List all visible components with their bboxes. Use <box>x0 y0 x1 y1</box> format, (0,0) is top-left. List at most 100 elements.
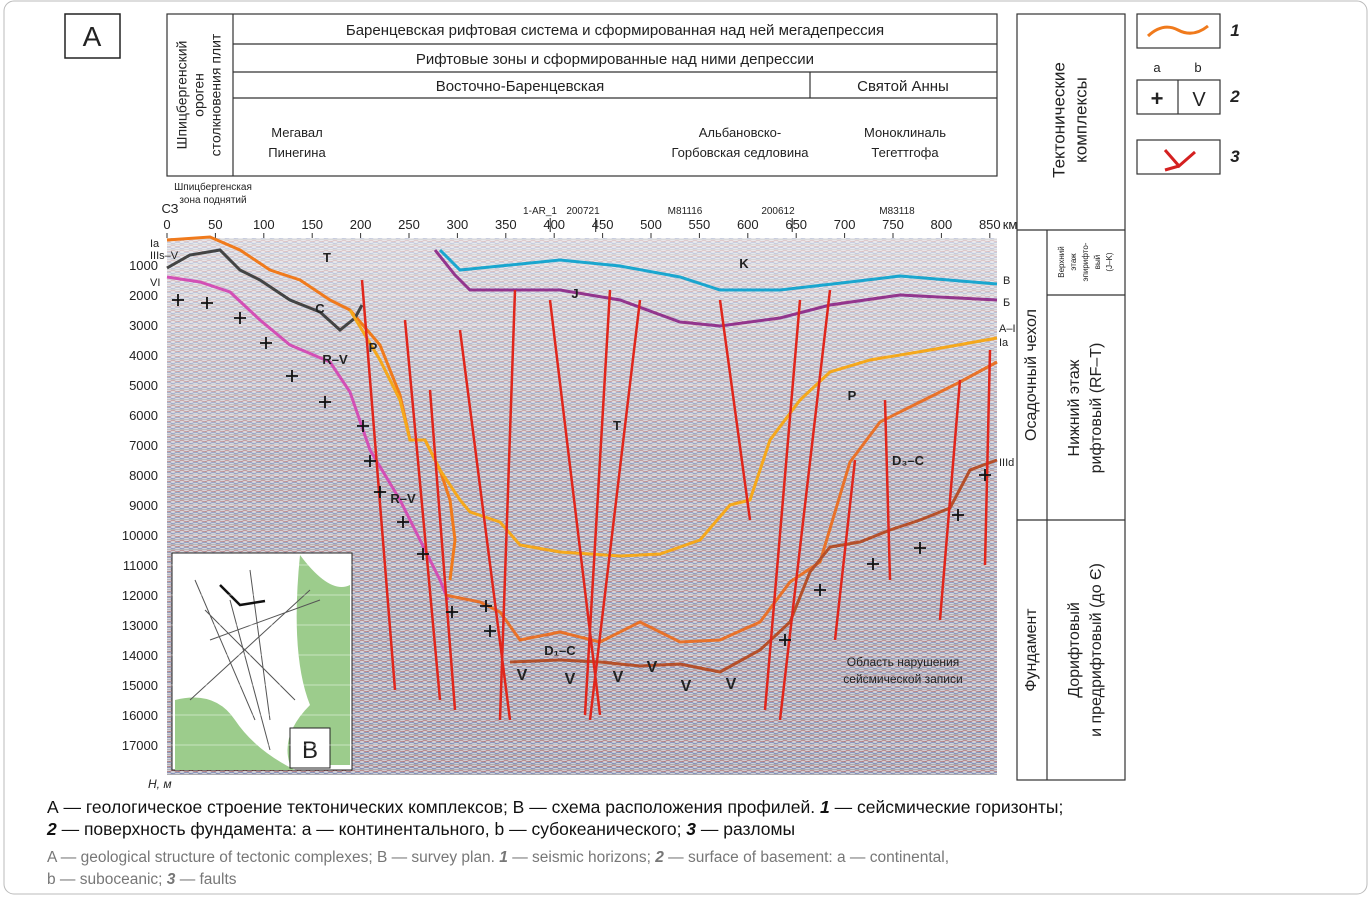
label: Горбовская седловина <box>672 145 810 160</box>
horizon-label: IIIs–V <box>150 250 179 262</box>
x-tick-label: 450 <box>592 217 614 232</box>
caption-part: — surface of basement: a — continental, <box>664 849 949 866</box>
x-tick-label: 150 <box>301 217 323 232</box>
header-row: Святой Анны <box>857 78 949 95</box>
caption-part: 3 <box>686 819 696 839</box>
x-tick-label: 0 <box>163 217 170 232</box>
formation-label: J <box>571 286 578 301</box>
x-tick-label: 250 <box>398 217 420 232</box>
vertical-label: Осадочный чехол <box>1023 309 1040 441</box>
x-tick-label: 600 <box>737 217 759 232</box>
formation-label: V <box>517 667 528 684</box>
direction: СЗ <box>161 201 178 216</box>
label: Моноклиналь <box>864 125 946 140</box>
label: сейсмической записи <box>843 672 962 686</box>
y-tick-label: 14000 <box>122 648 158 663</box>
y-tick-label: 4000 <box>129 348 158 363</box>
x-tick-label: 500 <box>640 217 662 232</box>
y-unit: H, м <box>148 777 172 791</box>
horizon-label: Б <box>1003 297 1010 309</box>
y-tick-label: 8000 <box>129 468 158 483</box>
header-row: Восточно-Баренцевская <box>436 78 605 95</box>
horizon-label: Ia <box>999 337 1009 349</box>
x-tick-label: 50 <box>208 217 222 232</box>
formation-label: T <box>613 418 621 433</box>
label: Тегеттгофа <box>871 145 939 160</box>
caption-part: b — suboceanic; <box>47 871 167 888</box>
legend-text: b <box>1194 60 1201 75</box>
y-tick-label: 9000 <box>129 498 158 513</box>
horizon-label: IIId <box>999 457 1014 469</box>
legend-text: 1 <box>1230 21 1239 40</box>
caption-part: А — геологическое строение тектонических… <box>47 797 820 817</box>
formation-label: V <box>647 659 658 676</box>
profile-name: 200612 <box>761 206 795 217</box>
vertical-label: столкновения плит <box>208 33 224 156</box>
x-tick-label: 700 <box>834 217 856 232</box>
panel-label: В <box>302 737 318 764</box>
vertical-label: вый <box>1093 255 1102 269</box>
caption-part: — поверхность фундамента: а — континента… <box>57 819 687 839</box>
formation-label: D₁–C <box>544 643 576 658</box>
x-tick-label: 200 <box>350 217 372 232</box>
vertical-label: эпирифто- <box>1081 242 1090 281</box>
caption-part: — сейсмические горизонты; <box>830 797 1064 817</box>
x-tick-label: 550 <box>689 217 711 232</box>
panel-label: А <box>83 21 102 52</box>
caption-part: 1 <box>820 797 830 817</box>
label: Альбановско- <box>699 125 781 140</box>
y-tick-label: 5000 <box>129 378 158 393</box>
header-row: Баренцевская рифтовая система и сформиро… <box>346 22 884 39</box>
formation-label: D₃–C <box>892 453 925 468</box>
x-tick-label: 750 <box>882 217 904 232</box>
formation-label: P <box>848 388 857 403</box>
figure: А Баренцевская рифтовая система и сформи… <box>0 0 1372 898</box>
y-tick-label: 6000 <box>129 408 158 423</box>
label: Область нарушения <box>847 655 959 669</box>
x-tick-label: 300 <box>447 217 469 232</box>
formation-label: V <box>681 678 692 695</box>
vertical-label: комплексы <box>1071 77 1090 163</box>
x-tick-label: 650 <box>785 217 807 232</box>
caption: А — геологическое строение тектонических… <box>47 797 1063 817</box>
x-unit: км <box>1003 217 1018 232</box>
vertical-label: рифтовый (RF–T) <box>1088 343 1105 474</box>
vertical-label: Тектонические <box>1049 62 1068 178</box>
caption: b — suboceanic; 3 — faults <box>47 871 237 888</box>
formation-label: K <box>739 256 749 271</box>
y-tick-label: 12000 <box>122 588 158 603</box>
y-tick-label: 16000 <box>122 708 158 723</box>
vertical-label: ороген <box>191 73 207 117</box>
legend-text: + <box>1151 86 1164 111</box>
label: Мегавал <box>271 125 322 140</box>
legend <box>1137 14 1220 174</box>
y-tick-label: 2000 <box>129 288 158 303</box>
label: зона поднятий <box>179 195 246 206</box>
header-row: Рифтовые зоны и сформированные над ними … <box>416 51 814 68</box>
y-tick-label: 3000 <box>129 318 158 333</box>
profile-name: 1-AR_1 <box>523 206 557 217</box>
vertical-label: Нижний этаж <box>1066 359 1083 456</box>
horizon-label: B <box>1003 275 1010 287</box>
caption-part: — разломы <box>696 819 795 839</box>
x-tick-label: 400 <box>543 217 565 232</box>
x-tick-label: 850 <box>979 217 1001 232</box>
vertical-label: Дорифтовый <box>1066 602 1083 698</box>
horizon-label: Ia <box>150 238 160 250</box>
caption-part: 2 <box>654 849 664 866</box>
profile-name: M83118 <box>879 206 915 217</box>
vertical-label: (J–K) <box>1105 252 1114 271</box>
legend-text: V <box>1192 89 1206 111</box>
horizon-label: A–I <box>999 323 1016 335</box>
y-tick-label: 17000 <box>122 738 158 753</box>
caption-part: — seismic horizons; <box>508 849 655 866</box>
label: Шпицбергенская <box>174 181 252 193</box>
caption: 2 — поверхность фундамента: а — континен… <box>46 819 795 839</box>
label: Пинегина <box>268 145 326 160</box>
formation-label: V <box>613 669 624 686</box>
formation-label: R–V <box>322 352 348 367</box>
vertical-label: и предрифтовый (до Є) <box>1088 563 1105 737</box>
y-tick-label: 10000 <box>122 528 158 543</box>
legend-text: 3 <box>1230 147 1240 166</box>
y-tick-label: 15000 <box>122 678 158 693</box>
